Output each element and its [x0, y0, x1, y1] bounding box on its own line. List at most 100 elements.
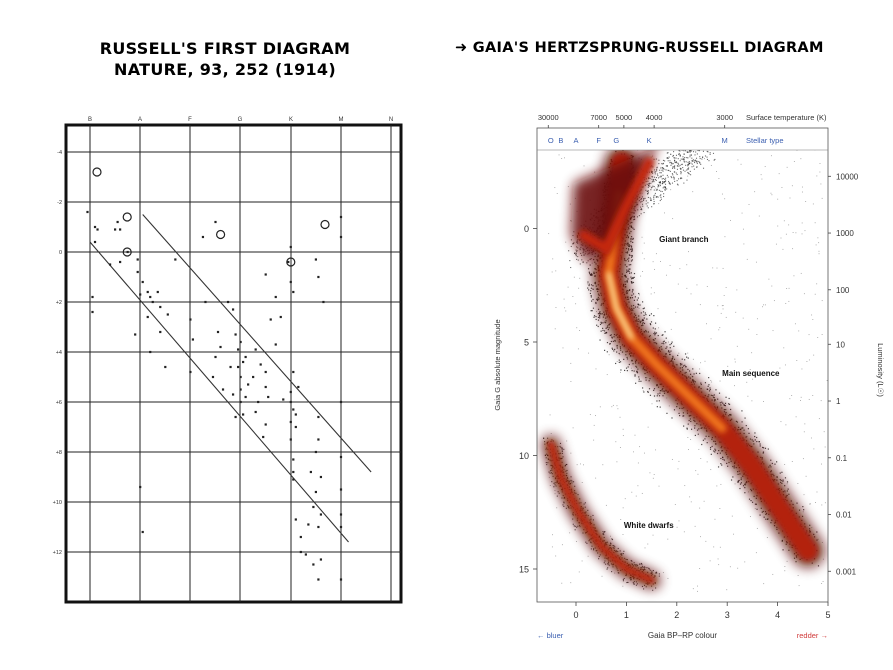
- russell-star-point: [136, 258, 139, 261]
- gaia-star-dot: [698, 146, 699, 147]
- gaia-star-dot: [672, 166, 674, 168]
- gaia-star-dot: [570, 582, 572, 584]
- russell-diagram-title: RUSSELL'S FIRST DIAGRAM NATURE, 93, 252 …: [75, 38, 375, 80]
- gaia-star-dot: [800, 158, 802, 160]
- gaia-star-dot: [683, 161, 685, 163]
- gaia-star-dot: [728, 397, 730, 400]
- gaia-star-dot: [719, 327, 721, 329]
- gaia-star-dot: [596, 311, 597, 312]
- gaia-star-dot: [800, 272, 802, 274]
- gaia-star-dot: [574, 529, 576, 531]
- gaia-star-dot: [727, 465, 729, 467]
- gaia-star-dot: [679, 363, 682, 365]
- gaia-star-dot: [661, 178, 663, 180]
- gaia-star-dot: [630, 559, 632, 562]
- gaia-star-dot: [690, 143, 691, 144]
- gaia-temperature-tick-label: 4000: [646, 113, 663, 122]
- gaia-luminosity-tick-label: 1000: [836, 229, 854, 238]
- gaia-star-dot: [736, 345, 738, 347]
- gaia-star-dot: [777, 198, 779, 200]
- gaia-star-dot: [676, 173, 678, 176]
- gaia-star-dot: [684, 485, 686, 487]
- gaia-star-dot: [817, 237, 819, 239]
- gaia-star-dot: [711, 138, 712, 139]
- gaia-star-dot: [633, 583, 635, 585]
- gaia-star-dot: [697, 585, 698, 587]
- russell-star-point: [287, 260, 290, 264]
- gaia-x-tick-label: 0: [573, 610, 578, 620]
- gaia-star-dot: [730, 219, 731, 221]
- gaia-star-dot: [660, 176, 662, 178]
- gaia-density-giant-branch: [578, 157, 655, 257]
- gaia-star-dot: [777, 225, 779, 227]
- russell-star-point: [314, 450, 317, 454]
- gaia-star-dot: [602, 329, 604, 332]
- gaia-star-dot: [632, 582, 634, 584]
- gaia-star-dot: [602, 532, 605, 534]
- russell-star-point: [292, 478, 295, 481]
- gaia-star-dot: [782, 480, 784, 482]
- gaia-star-dot: [595, 415, 596, 417]
- gaia-star-dot: [690, 293, 692, 295]
- gaia-star-dot: [649, 177, 651, 179]
- gaia-star-dot: [694, 143, 695, 144]
- gaia-star-dot: [703, 144, 704, 145]
- gaia-star-dot: [663, 343, 665, 345]
- gaia-star-dot: [694, 140, 695, 141]
- gaia-star-dot: [694, 525, 696, 527]
- gaia-star-dot: [690, 154, 692, 156]
- gaia-star-dot: [672, 163, 674, 165]
- gaia-star-dot: [659, 392, 661, 394]
- gaia-star-dot: [658, 400, 660, 402]
- gaia-star-dot: [620, 369, 622, 371]
- gaia-star-dot: [655, 158, 657, 160]
- gaia-star-dot: [670, 350, 672, 352]
- gaia-star-dot: [611, 148, 612, 149]
- gaia-star-dot: [618, 361, 620, 363]
- gaia-star-dot: [717, 398, 719, 400]
- gaia-star-dot: [696, 166, 698, 168]
- gaia-star-dot: [706, 461, 708, 463]
- gaia-star-dot: [699, 372, 701, 375]
- gaia-star-dot: [643, 391, 645, 393]
- gaia-star-dot: [592, 288, 594, 290]
- gaia-star-dot: [678, 352, 680, 354]
- gaia-star-dot: [614, 572, 616, 574]
- gaia-star-dot: [744, 492, 746, 494]
- gaia-star-dot: [670, 153, 672, 155]
- gaia-star-dot: [587, 268, 590, 270]
- gaia-star-dot: [578, 571, 580, 573]
- gaia-star-dot: [628, 145, 629, 146]
- gaia-star-dot: [646, 318, 648, 320]
- gaia-star-dot: [818, 242, 820, 244]
- gaia-star-dot: [650, 170, 652, 172]
- gaia-star-dot: [570, 220, 572, 222]
- gaia-star-dot: [670, 161, 672, 164]
- gaia-star-dot: [661, 342, 663, 345]
- gaia-star-dot: [802, 511, 804, 513]
- gaia-star-dot: [699, 162, 701, 164]
- gaia-star-dot: [643, 242, 645, 244]
- gaia-star-dot: [661, 167, 663, 169]
- russell-circle-point: [122, 247, 132, 257]
- gaia-star-dot: [741, 212, 743, 214]
- russell-x-tick-label: B: [88, 117, 92, 123]
- gaia-star-dot: [714, 132, 715, 133]
- gaia-star-dot: [699, 141, 700, 142]
- gaia-star-dot: [742, 485, 745, 487]
- gaia-star-dot: [695, 160, 697, 162]
- gaia-star-dot: [641, 203, 644, 205]
- gaia-star-dot: [734, 483, 736, 485]
- gaia-star-dot: [622, 585, 624, 587]
- gaia-star-dot: [631, 277, 634, 279]
- russell-star-point: [257, 400, 260, 404]
- gaia-x-tick-label: 1: [624, 610, 629, 620]
- gaia-star-dot: [669, 148, 670, 149]
- russell-star-point: [119, 260, 122, 264]
- gaia-star-dot: [636, 372, 639, 374]
- gaia-star-dot: [674, 167, 676, 169]
- gaia-star-dot: [648, 568, 650, 570]
- gaia-star-dot: [549, 414, 551, 416]
- gaia-star-dot: [717, 466, 720, 468]
- gaia-star-dot: [721, 193, 723, 195]
